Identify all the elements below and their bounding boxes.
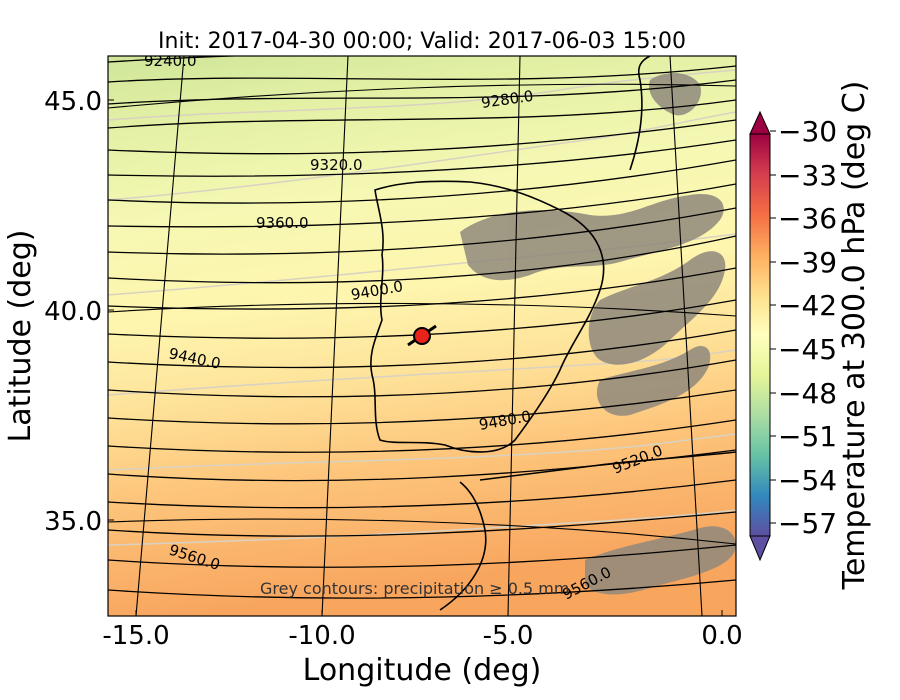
- colorbar-max-extension: [749, 110, 771, 135]
- y-tick-label: 40.0: [44, 297, 102, 327]
- plot-frame: [107, 55, 737, 617]
- x-tick-label: 0.0: [701, 621, 742, 651]
- contour-label: 9360.0: [256, 214, 309, 232]
- contour-label: 9240.0: [144, 52, 197, 70]
- chart-title: Init: 2017-04-30 00:00; Valid: 2017-06-0…: [158, 29, 686, 54]
- colorbar-tick-label: −36: [778, 202, 837, 235]
- graticule: [108, 56, 736, 616]
- colorbar-label: Temperature at 300.0 hPa (deg C): [837, 81, 872, 591]
- x-tick-label: -15.0: [102, 621, 169, 651]
- colorbar-tick-label: −48: [778, 377, 837, 410]
- colorbar-tick-label: −33: [778, 159, 837, 192]
- colorbar-tick-label: −45: [778, 333, 837, 366]
- x-tick-label: -5.0: [483, 621, 534, 651]
- colorbar-tick-label: −30: [778, 115, 837, 148]
- y-tick-label: 35.0: [44, 507, 102, 537]
- x-axis: -15.0 -10.0 -5.0 0.0 Longitude (deg): [102, 610, 743, 688]
- colorbar-tick-label: −54: [778, 464, 837, 497]
- y-tick-label: 45.0: [44, 87, 102, 117]
- colorbar-tick-label: −57: [778, 507, 837, 540]
- colorbar: −30 −33 −36 −39 −42 −45 −48 −51 −54 −57 …: [749, 81, 872, 591]
- precip-note: Grey contours: precipitation ≥ 0.5 mm: [260, 579, 569, 598]
- x-axis-label: Longitude (deg): [303, 653, 542, 688]
- colorbar-tick-label: −39: [778, 246, 837, 279]
- location-marker: [413, 327, 431, 345]
- contour-label: 9320.0: [310, 156, 363, 174]
- y-axis-label: Latitude (deg): [3, 230, 38, 443]
- height-contours: [108, 56, 736, 599]
- colorbar-min-extension: [749, 535, 771, 562]
- colorbar-bar: [749, 133, 771, 537]
- x-tick-label: -10.0: [288, 621, 355, 651]
- map-panel: 9240.0 9280.0 9320.0 9360.0 9400.0 9440.…: [108, 52, 736, 616]
- colorbar-tick-label: −42: [778, 289, 837, 322]
- y-axis: 45.0 40.0 35.0 Latitude (deg): [3, 87, 114, 537]
- colorbar-tick-label: −51: [778, 420, 837, 453]
